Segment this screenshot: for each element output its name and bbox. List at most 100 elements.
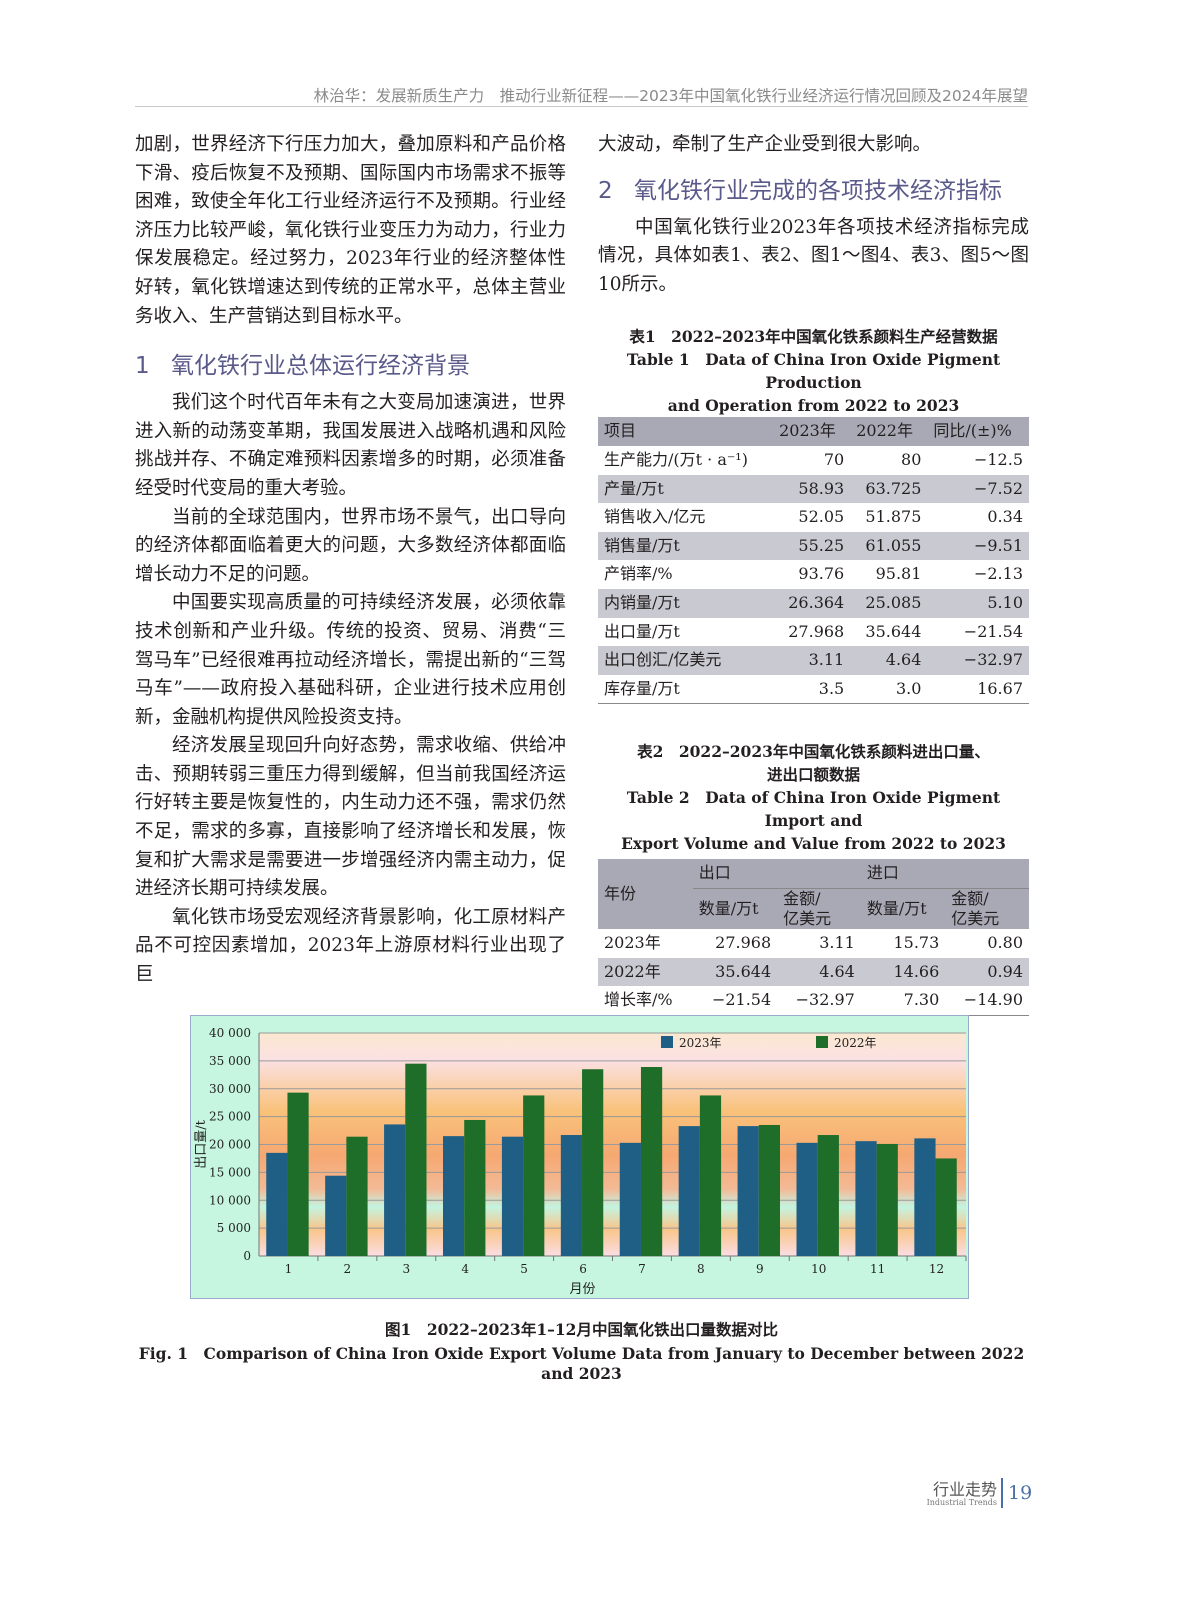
table-row: 生产能力/(万t · a⁻¹) 70 80 −12.5 — [598, 446, 1029, 475]
table-cell: 4.64 — [819, 961, 855, 981]
header-rule — [135, 106, 1028, 107]
x-tick-label: 2 — [344, 1262, 352, 1276]
x-tick-label: 9 — [756, 1262, 764, 1276]
bar-2023 — [855, 1141, 877, 1256]
caption-en: Table 1 Data of China Iron Oxide Pigment… — [626, 350, 1001, 393]
table-cell: 3.5 — [818, 678, 845, 698]
x-axis-label: 月份 — [569, 1282, 595, 1297]
table-cell: 0.34 — [987, 507, 1023, 527]
table2-caption: 表2 2022–2023年中国氧化铁系颜料进出口量、 进出口额数据 Table … — [598, 740, 1029, 855]
table-cell: 25.085 — [865, 592, 922, 612]
column-header: 数量/万t — [866, 898, 927, 918]
table-cell: 58.93 — [798, 478, 845, 498]
table-cell: 63.725 — [865, 478, 922, 498]
paragraph: 氧化铁市场受宏观经济背景影响，化工原材料产品不可控因素增加，2023年上游原材料… — [135, 906, 566, 986]
footer-divider — [1001, 1478, 1003, 1508]
row-label: 销售收入/亿元 — [604, 507, 706, 527]
section-title: 氧化铁行业完成的各项技术经济指标 — [634, 177, 1002, 204]
y-tick-label: 5 000 — [217, 1221, 251, 1235]
left-column: 加剧，世界经济下行压力加大，叠加原料和产品价格下滑、疫后恢复不及预期、国际国内市… — [135, 131, 566, 990]
bar-2022 — [287, 1092, 309, 1256]
paragraph: 加剧，世界经济下行压力加大，叠加原料和产品价格下滑、疫后恢复不及预期、国际国内市… — [135, 134, 566, 327]
table-row: 2022年 35.644 4.64 14.66 0.94 — [598, 957, 1029, 987]
table-cell: 15.73 — [893, 932, 940, 952]
row-label: 内销量/万t — [604, 592, 680, 612]
right-column: 大波动，牵制了生产企业受到很大影响。 2 氧化铁行业完成的各项技术经济指标 中国氧… — [598, 131, 1029, 1016]
x-tick-label: 1 — [285, 1262, 293, 1276]
bar-2023 — [384, 1124, 406, 1256]
table-header-row: 年份 出口 进口 — [598, 859, 1029, 903]
y-tick-label: 30 000 — [209, 1082, 251, 1096]
bar-2023 — [619, 1142, 641, 1256]
table-cell: 80 — [901, 449, 922, 469]
bar-2022 — [758, 1124, 781, 1256]
table-row: 销售量/万t 55.25 61.055 −9.51 — [598, 531, 1029, 561]
row-label: 2023年 — [604, 932, 661, 952]
x-tick-label: 11 — [870, 1262, 885, 1276]
caption-cn: 表1 2022–2023年中国氧化铁系颜料生产经营数据 — [629, 327, 998, 347]
bar-2022 — [935, 1158, 957, 1256]
bar-2022 — [876, 1143, 898, 1256]
table-row: 2023年 27.968 3.11 15.73 0.80 — [598, 929, 1029, 958]
table-cell: 55.25 — [798, 535, 845, 555]
table-cell: 3.11 — [808, 650, 845, 670]
row-label: 2022年 — [604, 961, 661, 981]
bar-2023 — [796, 1142, 818, 1256]
bar-2023 — [914, 1138, 936, 1256]
header-line: 金额/ — [783, 888, 821, 908]
table-cell: 3.11 — [819, 932, 855, 952]
bar-2022 — [523, 1095, 545, 1256]
column-header: 数量/万t — [698, 898, 759, 918]
bar-2022 — [582, 1069, 604, 1256]
paragraph: 当前的全球范围内，世界市场不景气，出口导向的经济体都面临着更大的问题，大多数经济… — [135, 506, 566, 585]
paragraph: 大波动，牵制了生产企业受到很大影响。 — [598, 134, 932, 155]
row-label: 产销率/% — [604, 564, 673, 584]
table-cell: −21.54 — [711, 990, 772, 1010]
row-label: 出口创汇/亿美元 — [604, 650, 722, 670]
bar-2023 — [442, 1136, 465, 1256]
table-header-row: 项目 2023年 2022年 同比/(±)% — [598, 417, 1029, 446]
bar-2023 — [501, 1136, 524, 1256]
header-line: 亿美元 — [951, 908, 1000, 928]
legend-swatch — [661, 1036, 673, 1048]
caption-en: and Operation from 2022 to 2023 — [667, 396, 960, 416]
table-cell: 16.67 — [977, 678, 1023, 698]
table-cell: −32.97 — [963, 650, 1023, 670]
table-row: 产量/万t 58.93 63.725 −7.52 — [598, 474, 1029, 504]
x-tick-label: 3 — [402, 1262, 410, 1276]
figure1-chart: 0 5 000 10 000 15 000 20 000 25 000 30 000 35 0… — [190, 1015, 969, 1299]
bar-2022 — [699, 1095, 722, 1256]
paragraph: 中国要实现高质量的可持续经济发展，必须依靠技术创新和产业升级。传统的投资、贸易、… — [135, 592, 566, 728]
column-header: 年份 — [604, 883, 637, 903]
table-cell: 70 — [823, 449, 845, 469]
caption-cn: 进出口额数据 — [766, 765, 860, 785]
header-line: 亿美元 — [783, 908, 832, 928]
y-tick-label: 15 000 — [209, 1165, 251, 1179]
table-cell: 93.76 — [798, 564, 845, 584]
legend-label: 2022年 — [834, 1036, 877, 1050]
bar-2022 — [405, 1063, 427, 1256]
bar-chart: 0 5 000 10 000 15 000 20 000 25 000 30 000 35 0… — [194, 1026, 967, 1297]
x-tick-label: 8 — [697, 1262, 705, 1276]
column-header: 同比/(±)% — [933, 421, 1012, 441]
table-cell: 27.968 — [715, 932, 772, 952]
table-cell: −12.5 — [973, 449, 1023, 469]
row-label: 销售量/万t — [604, 535, 680, 555]
table-cell: 61.055 — [865, 535, 922, 555]
y-tick-label: 0 — [243, 1249, 251, 1263]
section-number: 2 — [598, 177, 613, 204]
table-cell: −32.97 — [795, 990, 855, 1010]
table-row: 出口创汇/亿美元 3.11 4.64 −32.97 — [598, 646, 1029, 675]
table-row: 增长率/% −21.54 −32.97 7.30 −14.90 — [598, 986, 1029, 1015]
table-cell: 14.66 — [893, 961, 940, 981]
paragraph: 中国氧化铁行业2023年各项技术经济指标完成情况，具体如表1、表2、图1～图4、… — [598, 216, 1029, 295]
y-axis-label: 出口量/t — [194, 1119, 209, 1168]
section-heading-2: 2 氧化铁行业完成的各项技术经济指标 — [598, 176, 1029, 206]
bar-2022 — [640, 1067, 663, 1256]
bar-2023 — [560, 1135, 583, 1256]
table-cell: −21.54 — [963, 621, 1023, 641]
table1: 项目 2023年 2022年 同比/(±)% 生产能力/(万t · a⁻¹) 70… — [598, 417, 1029, 705]
bar-2022 — [346, 1136, 368, 1256]
caption-en: Export Volume and Value from 2022 to 202… — [621, 834, 1006, 854]
